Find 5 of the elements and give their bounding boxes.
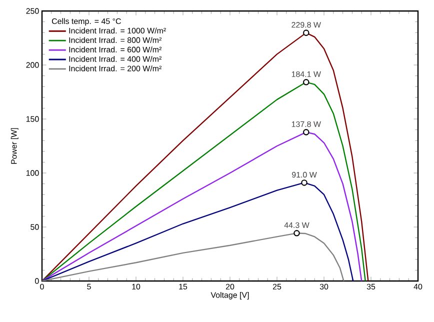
point: [303, 129, 310, 136]
point: [301, 180, 308, 186]
point: [294, 230, 300, 236]
point: [303, 79, 310, 86]
point: [303, 30, 310, 36]
